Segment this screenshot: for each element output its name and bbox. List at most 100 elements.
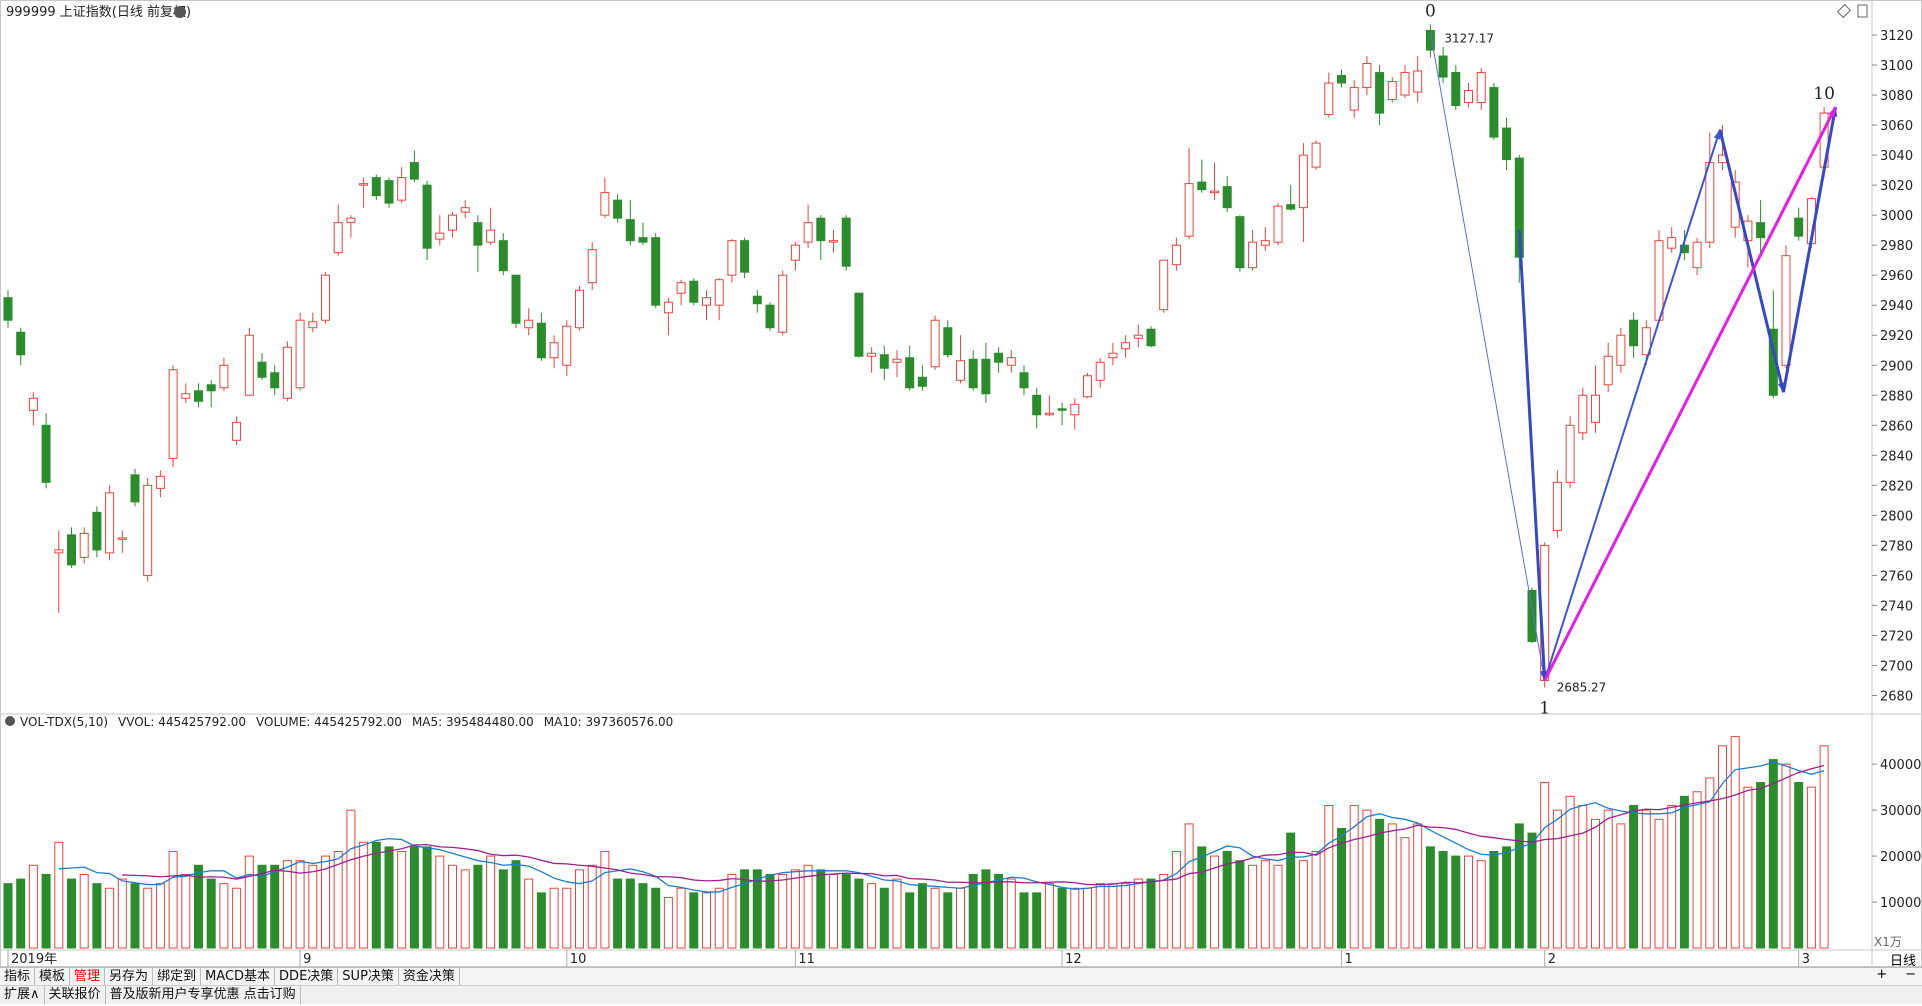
x-tick-label: 2: [1548, 952, 1556, 967]
volume-bar: [143, 887, 153, 949]
volume-bar: [1044, 883, 1054, 949]
y-tick-label: 2680: [1880, 689, 1913, 704]
volume-bar: [752, 869, 762, 949]
arrow-head: [1828, 107, 1836, 118]
candle-body: [321, 274, 330, 321]
volume-bar: [1578, 805, 1588, 949]
volume-bar: [1184, 823, 1194, 949]
icon-diamond[interactable]: [1836, 3, 1852, 19]
candle-body: [651, 237, 661, 306]
candle-body: [917, 376, 927, 387]
candle-body: [600, 192, 610, 216]
candle-body: [1667, 237, 1677, 249]
candle-body: [28, 397, 38, 411]
candle-body: [1108, 352, 1118, 359]
candle-body: [1286, 204, 1296, 210]
chart-title: 999999 上证指数(日线 前复权): [6, 4, 191, 20]
candle-body: [1375, 72, 1385, 114]
tab[interactable]: 管理: [70, 968, 106, 986]
candle-body: [194, 390, 203, 402]
volume-bar: [1298, 860, 1308, 949]
candle-body: [1095, 361, 1105, 381]
candle-body: [1692, 241, 1702, 269]
candle-body: [130, 474, 140, 503]
wave-label: 1: [1539, 699, 1550, 719]
volume-bar: [1095, 883, 1105, 949]
volume-bar: [435, 855, 445, 949]
candle-body: [511, 274, 521, 324]
trend-line: [1429, 31, 1546, 681]
volume-bar: [244, 855, 254, 949]
y-tick-label: 3100: [1880, 59, 1913, 74]
link[interactable]: 扩展∧: [0, 986, 45, 1004]
volume-bar: [1070, 887, 1080, 949]
candle-body: [1197, 181, 1207, 191]
volume-bar: [1235, 860, 1245, 949]
candle-body: [1565, 424, 1575, 483]
zoom-button[interactable]: −: [1905, 967, 1916, 982]
tab[interactable]: 另存为: [105, 968, 154, 986]
volume-bar: [549, 887, 559, 949]
volume-bar: [536, 892, 546, 949]
volume-bar: [346, 809, 356, 949]
volume-bar: [168, 850, 178, 949]
volume-bar: [1743, 786, 1753, 949]
tab[interactable]: 模板: [35, 968, 71, 986]
wave-label: 0: [1425, 1, 1436, 21]
volume-bar: [422, 846, 432, 949]
volume-bar: [1451, 855, 1461, 949]
volume-bar: [1133, 878, 1143, 949]
candle-body: [930, 319, 940, 368]
volume-bar: [1591, 818, 1600, 949]
volume-bar: [359, 841, 369, 949]
y-tick-label: 2800: [1880, 509, 1913, 524]
candle-body: [1413, 70, 1423, 93]
tab[interactable]: 指标: [0, 968, 36, 986]
vol-dropdown[interactable]: [5, 716, 15, 726]
candle-body: [384, 180, 394, 204]
candle-body: [1489, 87, 1499, 138]
volume-bar: [1552, 809, 1562, 949]
volume-bar: [981, 869, 991, 949]
y-tick-label: 2780: [1880, 539, 1913, 554]
candle-body: [905, 357, 915, 389]
y-tick-label: 2820: [1880, 479, 1913, 494]
x-tick-label: 3: [1802, 952, 1810, 967]
volume-bar: [1413, 823, 1423, 949]
candle-body: [1438, 55, 1448, 78]
volume-bar: [232, 887, 242, 949]
candle-body: [1387, 81, 1397, 101]
candle-body: [816, 217, 826, 242]
tab[interactable]: DDE决策: [275, 968, 339, 986]
candle-body: [422, 184, 432, 249]
icon-panel[interactable]: [1857, 4, 1868, 18]
vol-header: VOL-TDX(5,10): [20, 715, 108, 729]
volume-bar: [879, 887, 889, 949]
candle-body: [270, 372, 280, 389]
tab[interactable]: SUP决策: [338, 968, 399, 986]
y-tick-label: 10000: [1880, 896, 1921, 911]
volume-bar: [1083, 887, 1092, 949]
vol-header: VOLUME: 445425792.00: [256, 715, 402, 729]
volume-bar: [28, 864, 38, 949]
y-tick-label: 2940: [1880, 299, 1913, 314]
title-dropdown[interactable]: [174, 6, 186, 18]
zoom-button[interactable]: +: [1876, 967, 1888, 982]
candle-body: [181, 393, 191, 399]
tab[interactable]: MACD基本: [201, 968, 276, 986]
volume-bar: [994, 873, 1004, 949]
tab[interactable]: 资金决策: [399, 968, 460, 986]
volume-bar: [867, 883, 877, 949]
volume-bar: [1654, 818, 1664, 949]
x-tick-label: 1: [1345, 952, 1353, 967]
candle-body: [1362, 63, 1372, 89]
volume-bar: [206, 878, 216, 949]
volume-bar: [1311, 850, 1321, 949]
high-label: 3127.17: [1444, 31, 1494, 45]
volume-bar: [1260, 860, 1270, 949]
candle-body: [1184, 183, 1194, 237]
link[interactable]: 普及版新用户专享优惠 点击订购: [106, 986, 301, 1004]
volume-bar: [1768, 759, 1778, 949]
tab[interactable]: 绑定到: [153, 968, 202, 986]
link[interactable]: 关联报价: [45, 986, 106, 1004]
